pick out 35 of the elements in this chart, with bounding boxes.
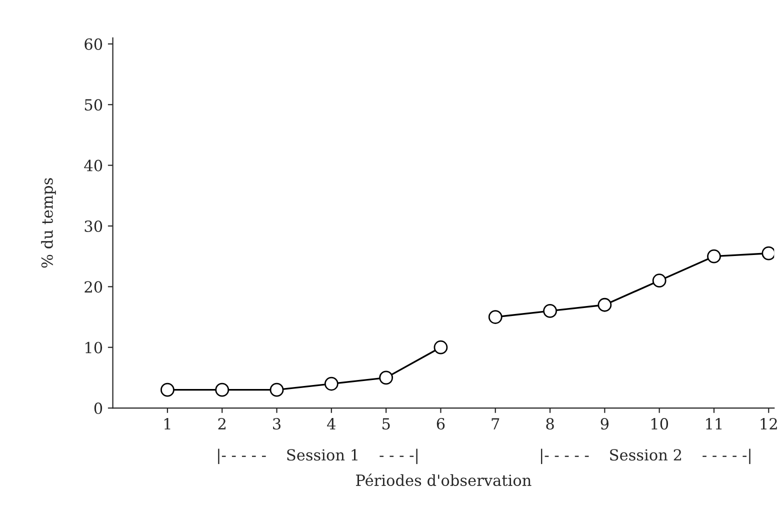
point <box>215 382 230 397</box>
x-tick-label: 5 <box>382 418 390 430</box>
point <box>160 382 174 397</box>
y-tick-label: 40 <box>84 160 102 172</box>
point <box>324 376 338 391</box>
point <box>762 246 774 260</box>
point <box>543 304 557 318</box>
x-axis-title: Périodes d'observation <box>356 474 532 486</box>
y-axis-title: % du temps <box>41 178 56 268</box>
x-tick-label: 4 <box>327 418 336 430</box>
x-tick-label: 9 <box>600 418 609 430</box>
point <box>652 274 666 288</box>
x-tick-label: 10 <box>651 418 668 430</box>
text: |- - - - - Session 1 - - - -| <box>218 448 418 464</box>
x-tick-label: 8 <box>546 418 554 430</box>
point <box>707 249 721 264</box>
y-tick-label: 50 <box>84 99 102 111</box>
text: |- - - - - Session 2 - - - - -| <box>540 448 750 464</box>
x-tick-label: 11 <box>706 418 722 430</box>
y-tick-label: 20 <box>84 281 102 293</box>
y-tick-label: 30 <box>84 220 102 232</box>
point <box>379 370 394 385</box>
point <box>598 298 612 312</box>
x-tick-label: 2 <box>218 418 226 430</box>
point <box>488 310 502 324</box>
x-tick-label: 6 <box>436 418 445 430</box>
point <box>270 382 284 397</box>
y-tick-label: 10 <box>86 342 102 354</box>
x-tick-label: 7 <box>492 418 500 430</box>
x-tick-label: 3 <box>273 418 280 430</box>
y-tick-label: 60 <box>84 38 102 50</box>
x-tick-label: 1 <box>164 418 170 430</box>
x-tick-label: 12 <box>760 418 777 430</box>
point <box>434 340 448 354</box>
y-tick-label: 0 <box>94 402 102 414</box>
